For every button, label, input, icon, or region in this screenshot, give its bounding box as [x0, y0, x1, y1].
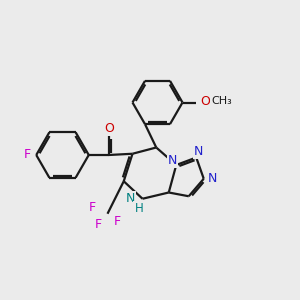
Text: N: N	[125, 192, 135, 205]
Text: F: F	[24, 148, 31, 161]
Text: N: N	[208, 172, 217, 185]
Text: O: O	[104, 122, 114, 135]
Text: N: N	[194, 145, 203, 158]
Text: F: F	[95, 218, 102, 232]
Text: N: N	[168, 154, 177, 166]
Text: F: F	[114, 215, 121, 228]
Text: F: F	[89, 201, 96, 214]
Text: H: H	[134, 202, 143, 215]
Text: O: O	[200, 95, 210, 108]
Text: CH₃: CH₃	[211, 96, 232, 106]
